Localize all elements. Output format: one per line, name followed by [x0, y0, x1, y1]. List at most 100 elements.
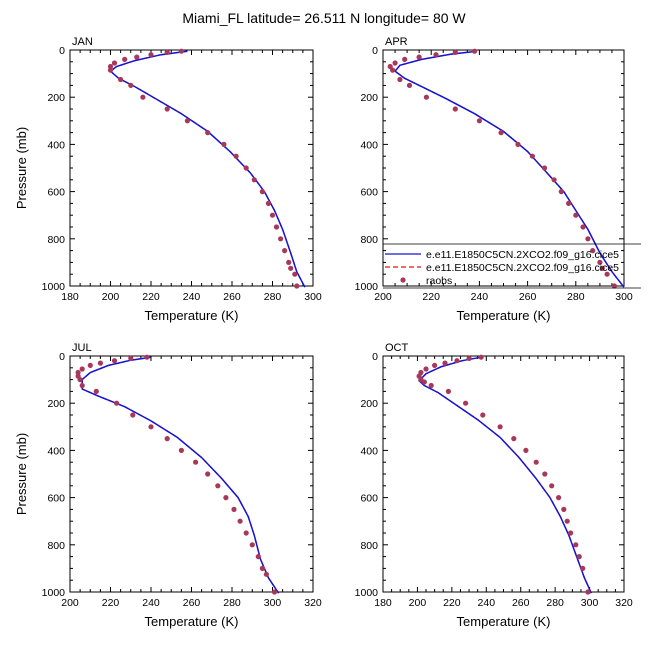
raobs-point	[77, 377, 83, 383]
raobs-point	[164, 436, 170, 442]
raobs-point	[558, 189, 564, 195]
x-tick-label: 180	[61, 291, 79, 303]
raobs-point	[271, 589, 278, 595]
raobs-point	[529, 153, 536, 159]
x-tick-label: 280	[546, 597, 564, 609]
raobs-point	[233, 153, 239, 159]
raobs-point	[144, 354, 150, 360]
raobs-point	[478, 354, 484, 360]
y-tick-label: 200	[360, 398, 378, 410]
raobs-point	[184, 118, 190, 124]
plot-frame	[382, 355, 625, 593]
raobs-point	[111, 60, 118, 66]
raobs-point	[452, 49, 458, 56]
raobs-point	[243, 165, 249, 171]
y-tick-label: 800	[360, 540, 378, 552]
raobs-point	[122, 56, 128, 63]
legend: e.e11.E1850C5CN.2XCO2.f09_g16.cice5e.e11…	[383, 243, 641, 289]
raobs-point	[288, 265, 294, 271]
raobs-point	[273, 224, 280, 230]
raobs-point	[428, 382, 434, 389]
figure-title: Miami_FL latitude= 26.511 N longitude= 8…	[182, 10, 466, 26]
raobs-point	[480, 412, 486, 418]
raobs-point	[511, 436, 517, 442]
y-tick-label: 800	[47, 234, 65, 246]
x-axis-label: Temperature (K)	[145, 614, 239, 629]
y-axis-label: Pressure (mb)	[14, 433, 29, 515]
x-tick-label: 240	[471, 291, 489, 303]
raobs-point	[515, 141, 521, 147]
raobs-point	[573, 542, 579, 548]
x-tick-label: 300	[581, 597, 599, 609]
x-tick-label: 260	[183, 597, 201, 609]
raobs-point	[205, 471, 211, 477]
y-tick-label: 200	[47, 92, 65, 104]
raobs-point	[580, 565, 586, 572]
x-axis-label: Temperature (K)	[457, 308, 551, 323]
plot-frame	[69, 355, 314, 593]
raobs-point	[590, 248, 596, 254]
raobs-point	[79, 382, 85, 389]
raobs-point	[432, 362, 438, 368]
raobs-point	[263, 571, 269, 577]
y-tick-label: 1000	[355, 281, 379, 293]
y-tick-label: 200	[47, 398, 65, 410]
raobs-point	[79, 366, 85, 372]
x-tick-label: 200	[409, 597, 427, 609]
x-tick-label: 220	[443, 597, 461, 609]
raobs-point	[580, 224, 586, 230]
raobs-point	[259, 189, 265, 195]
x-tick-label: 320	[304, 597, 322, 609]
series-line-model1	[109, 50, 306, 288]
raobs-point	[599, 265, 605, 271]
raobs-point	[269, 212, 276, 218]
x-axis-label: Temperature (K)	[457, 614, 551, 629]
raobs-point	[164, 49, 170, 56]
raobs-point	[397, 76, 403, 83]
raobs-point	[445, 388, 451, 394]
raobs-point	[178, 48, 184, 54]
raobs-point	[148, 52, 154, 58]
y-tick-label: 400	[360, 139, 378, 151]
raobs-point	[140, 94, 146, 100]
raobs-point	[551, 177, 557, 183]
raobs-point	[292, 271, 298, 277]
raobs-point	[549, 483, 555, 489]
raobs-point	[392, 60, 398, 66]
y-tick-label: 0	[372, 351, 378, 363]
raobs-point	[604, 271, 610, 277]
raobs-point	[259, 565, 265, 572]
y-tick-label: 600	[360, 187, 378, 199]
raobs-point	[390, 67, 396, 73]
raobs-point	[573, 212, 579, 218]
raobs-point	[114, 400, 120, 406]
plot-frame	[69, 49, 314, 287]
y-tick-label: 400	[47, 139, 65, 151]
raobs-point	[433, 52, 439, 58]
raobs-point	[93, 388, 99, 394]
raobs-point	[128, 355, 134, 361]
x-tick-label: 240	[142, 597, 160, 609]
raobs-point	[452, 106, 458, 112]
raobs-point	[542, 471, 548, 477]
raobs-point	[476, 118, 482, 124]
legend-label: e.e11.E1850C5CN.2XCO2.f09_g16.cice5	[426, 249, 619, 261]
y-tick-label: 200	[360, 92, 378, 104]
y-tick-label: 400	[360, 445, 378, 457]
raobs-point	[566, 200, 572, 206]
x-tick-label: 320	[615, 597, 633, 609]
panel-jul: JUL 200 220 240 260 280 300 320 0 200 400 600 800 100…	[14, 342, 322, 629]
raobs-point	[221, 141, 227, 147]
y-tick-label: 800	[360, 234, 378, 246]
y-tick-label: 600	[47, 493, 65, 505]
raobs-point	[107, 63, 114, 70]
x-tick-label: 280	[264, 291, 282, 303]
raobs-point	[585, 589, 591, 595]
raobs-point	[564, 518, 570, 524]
x-tick-label: 260	[512, 597, 530, 609]
raobs-point	[556, 495, 562, 501]
x-tick-label: 300	[264, 597, 282, 609]
raobs-point	[130, 412, 136, 418]
raobs-point	[87, 362, 93, 368]
